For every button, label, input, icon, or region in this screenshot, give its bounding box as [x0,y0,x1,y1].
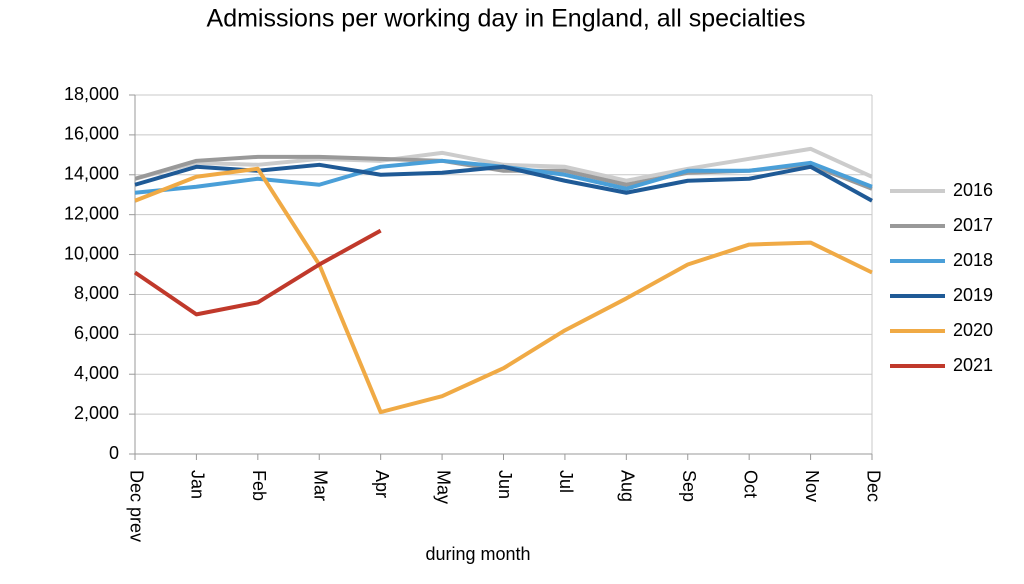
y-tick-label: 14,000 [64,164,119,184]
legend-label: 2019 [953,285,993,305]
x-tick-label: Oct [740,470,760,498]
x-tick-label: May [433,470,453,504]
legend-label: 2017 [953,215,993,235]
y-tick-label: 18,000 [64,84,119,104]
x-tick-label: Mar [311,470,331,501]
chart-title: Admissions per working day in England, a… [207,5,806,33]
x-tick-label: Jul [556,470,576,493]
y-tick-label: 10,000 [64,243,119,263]
legend-label: 2021 [953,355,993,375]
y-tick-label: 8,000 [74,283,119,303]
x-tick-label: Apr [372,470,392,498]
legend-label: 2016 [953,180,993,200]
series-line [134,166,873,415]
x-tick-label: Dec prev [126,470,146,542]
x-tick-label: Dec [863,470,883,502]
y-tick-label: 0 [109,443,119,463]
series-line [133,228,382,317]
y-tick-label: 12,000 [64,203,119,223]
x-tick-label: Jun [495,470,515,499]
x-tick-label: Aug [618,470,638,502]
legend-label: 2020 [953,320,993,340]
x-tick-label: Jan [188,470,208,499]
y-tick-label: 16,000 [64,124,119,144]
x-tick-label: Feb [249,470,269,501]
series-line [134,154,873,191]
x-tick-label: Sep [679,470,699,502]
y-tick-label: 2,000 [74,403,119,423]
legend-label: 2018 [953,250,993,270]
x-axis-label: during month [425,544,530,564]
x-tick-label: Nov [802,470,822,502]
y-tick-label: 4,000 [74,363,119,383]
y-tick-label: 6,000 [74,323,119,343]
